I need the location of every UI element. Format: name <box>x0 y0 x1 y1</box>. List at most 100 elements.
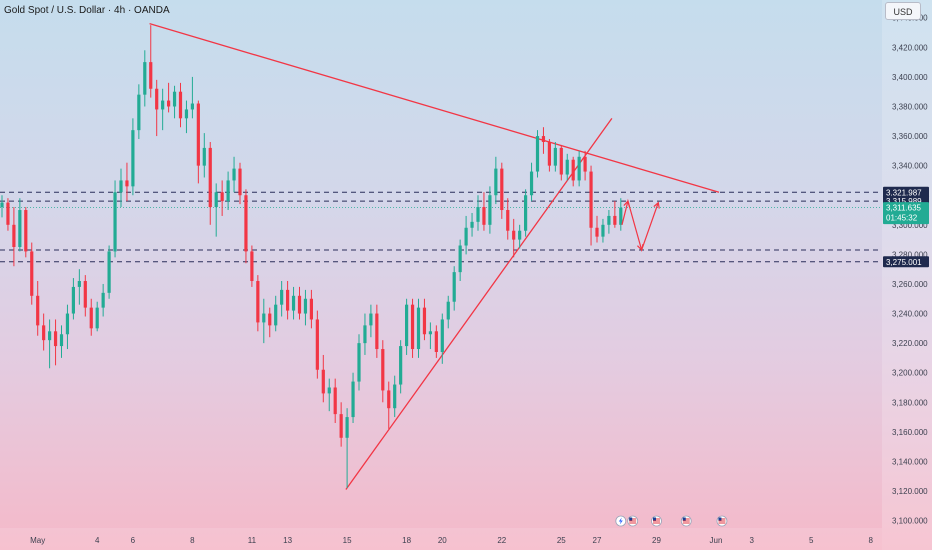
candle-body <box>440 319 444 352</box>
candle-body <box>208 147 212 208</box>
candle-body <box>351 381 355 418</box>
candle-body <box>59 334 64 347</box>
candle-body <box>83 281 87 308</box>
candle-body <box>494 168 498 196</box>
x-tick-label: 27 <box>593 536 602 545</box>
flag-stripe <box>682 518 690 520</box>
candle-body <box>506 210 510 231</box>
candle-body <box>53 331 58 347</box>
candle-body <box>190 103 194 110</box>
candle-body <box>470 221 474 228</box>
candle-body <box>149 62 153 89</box>
symbol-title[interactable]: Gold Spot / U.S. Dollar · 4h · OANDA <box>4 5 170 16</box>
y-tick-label: 3,180.000 <box>892 398 928 407</box>
currency-button[interactable]: USD <box>885 2 921 20</box>
candle-body <box>125 180 129 187</box>
y-tick-label: 3,140.000 <box>892 457 928 466</box>
us-flag-event-icon[interactable] <box>680 515 692 527</box>
candle-body <box>410 304 415 350</box>
price-tag-label: 3,315.989 <box>886 197 922 206</box>
candle-body <box>101 292 105 308</box>
price-axis-panel <box>882 0 932 550</box>
candle-body <box>232 168 236 181</box>
us-flag-event-icon[interactable] <box>651 515 662 527</box>
price-tag-label: 3,311.635 <box>886 204 922 213</box>
x-tick-label: May <box>30 536 45 545</box>
candle-body <box>89 307 93 329</box>
x-tick-label: 13 <box>283 536 292 545</box>
flag-stripe <box>653 518 660 520</box>
candle-body <box>244 195 248 252</box>
x-tick-label: 29 <box>652 536 661 545</box>
flag-canton <box>682 517 686 521</box>
candle-body <box>446 301 450 320</box>
x-tick-label: 4 <box>95 536 100 545</box>
candle-body <box>393 384 397 409</box>
candle-body <box>381 349 385 391</box>
candle-body <box>65 313 70 335</box>
flag-stripe <box>718 522 726 524</box>
candle-body <box>143 62 147 95</box>
candle-body <box>303 298 308 314</box>
flag-canton <box>718 517 722 521</box>
candle-body <box>553 147 557 166</box>
candle-body <box>577 156 581 181</box>
candle-body <box>601 224 605 237</box>
candle-body <box>71 286 75 314</box>
candle-body <box>482 207 486 225</box>
us-flag-event-icon[interactable] <box>716 515 728 527</box>
candle-body <box>167 100 171 107</box>
candle-body <box>256 281 260 323</box>
flag-stripe <box>682 520 690 522</box>
candle-body <box>535 136 540 172</box>
time-axis-panel <box>0 528 882 550</box>
flash-bolt <box>618 517 623 525</box>
y-tick-label: 3,380.000 <box>892 102 928 111</box>
candle-body <box>262 313 266 323</box>
y-tick-label: 3,400.000 <box>892 73 928 82</box>
flash-event-icon[interactable] <box>615 515 627 527</box>
candle-body <box>178 91 183 119</box>
candle-body <box>137 94 141 131</box>
price-tag <box>883 256 929 268</box>
price-tag <box>883 202 929 225</box>
candle-body <box>613 215 617 225</box>
candle-body <box>321 369 325 394</box>
x-tick-label: Jun <box>710 536 723 545</box>
x-tick-label: 6 <box>131 536 136 545</box>
x-tick-label: 20 <box>438 536 447 545</box>
y-tick-label: 3,300.000 <box>892 221 928 230</box>
candle-body <box>488 195 492 225</box>
candle-body <box>196 103 200 166</box>
x-tick-label: 8 <box>868 536 873 545</box>
y-tick-label: 3,160.000 <box>892 428 928 437</box>
candle-body <box>422 307 427 335</box>
countdown-label: 01:45:32 <box>886 214 918 223</box>
candle-body <box>571 159 575 181</box>
projection-arrowhead <box>623 199 631 208</box>
x-tick-label: 25 <box>557 536 566 545</box>
flag-stripe <box>718 518 726 520</box>
y-tick-label: 3,100.000 <box>892 517 928 526</box>
candle-body <box>595 227 599 237</box>
candle-body <box>500 168 504 211</box>
x-tick-label: 15 <box>343 536 352 545</box>
flag-stripe <box>653 520 660 522</box>
candle-body <box>161 100 165 110</box>
candle-body <box>48 331 52 341</box>
x-tick-label: 5 <box>809 536 814 545</box>
us-flag-event-icon[interactable] <box>627 515 639 527</box>
x-tick-label: 22 <box>497 536 506 545</box>
candle-body <box>399 346 403 385</box>
candle-body <box>0 202 4 208</box>
candle-body <box>565 159 569 175</box>
candle-body <box>464 227 468 246</box>
candle-body <box>452 272 456 302</box>
x-tick-label: 11 <box>248 536 257 545</box>
candle-body <box>113 192 117 252</box>
flag-canton <box>653 517 656 521</box>
candle-body <box>77 281 81 287</box>
candle-body <box>119 180 123 193</box>
